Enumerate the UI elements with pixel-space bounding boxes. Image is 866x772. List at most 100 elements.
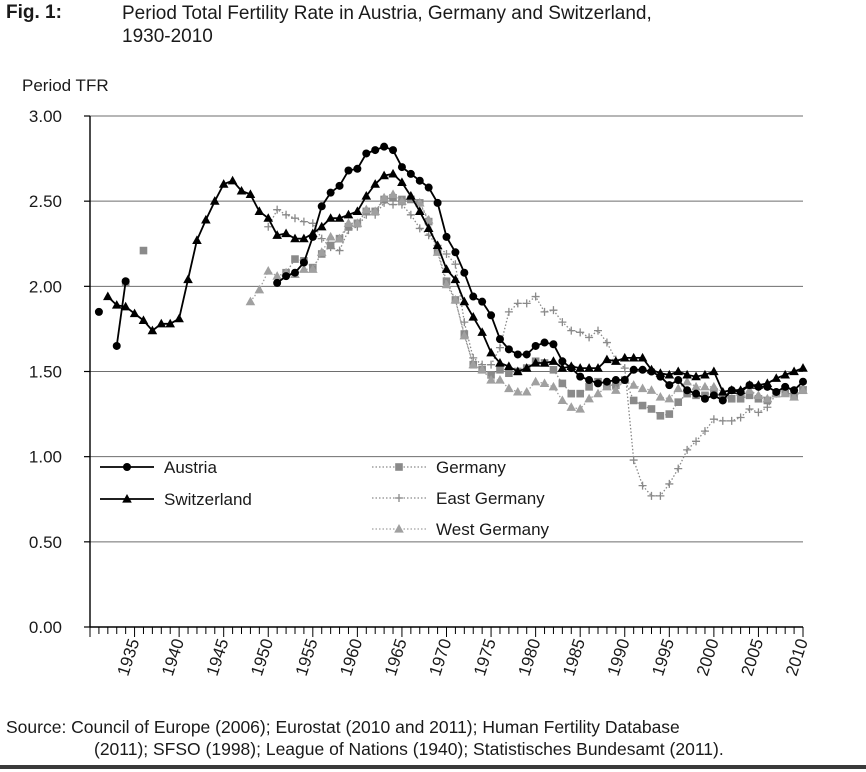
data-point bbox=[602, 377, 611, 386]
data-point bbox=[531, 341, 540, 350]
data-point bbox=[282, 272, 291, 281]
x-tick-label: 1945 bbox=[203, 636, 233, 678]
data-point bbox=[469, 292, 478, 301]
data-point bbox=[272, 271, 282, 280]
x-tick-label: 1955 bbox=[292, 636, 322, 678]
data-point bbox=[540, 338, 549, 347]
data-point bbox=[665, 381, 674, 390]
legend-label: Switzerland bbox=[164, 490, 252, 509]
data-point bbox=[495, 335, 504, 344]
data-point bbox=[120, 301, 131, 311]
data-point bbox=[549, 340, 558, 349]
data-point bbox=[317, 234, 326, 243]
data-point bbox=[254, 206, 265, 215]
legend-label: Austria bbox=[164, 458, 217, 477]
y-tick-label: 0.00 bbox=[29, 618, 62, 637]
data-point bbox=[496, 365, 504, 374]
data-point bbox=[361, 191, 372, 200]
data-point bbox=[263, 266, 274, 275]
data-point bbox=[744, 385, 755, 394]
data-point bbox=[335, 246, 344, 255]
data-point bbox=[576, 389, 584, 398]
data-point bbox=[227, 175, 238, 185]
data-point bbox=[753, 380, 764, 389]
data-point bbox=[790, 386, 799, 395]
data-point bbox=[406, 191, 416, 200]
x-tick-label: 1935 bbox=[114, 636, 144, 678]
data-point bbox=[656, 411, 665, 420]
data-point bbox=[709, 391, 718, 400]
data-point bbox=[629, 365, 638, 374]
data-point bbox=[370, 179, 380, 188]
data-point bbox=[619, 352, 630, 362]
data-point bbox=[450, 294, 461, 304]
data-point bbox=[628, 352, 639, 362]
data-point bbox=[638, 401, 647, 410]
data-point bbox=[442, 232, 451, 241]
data-point bbox=[566, 361, 577, 370]
data-point bbox=[548, 381, 559, 391]
data-point bbox=[290, 233, 300, 243]
data-point bbox=[665, 410, 674, 418]
tfr-line-chart: 0.00 0.50 1.00 1.50 2.00 2.50 3.00 1935 1940 1945… bbox=[29, 107, 812, 678]
y-tick-label: 0.50 bbox=[29, 533, 62, 552]
data-point bbox=[139, 246, 148, 255]
data-point bbox=[423, 214, 434, 224]
source-note: Source: Council of Europe (2006); Eurost… bbox=[6, 716, 862, 760]
data-point bbox=[575, 403, 585, 413]
data-point bbox=[558, 318, 567, 327]
data-point bbox=[317, 202, 326, 211]
data-point bbox=[129, 308, 140, 318]
data-point bbox=[763, 403, 772, 412]
data-point bbox=[744, 380, 755, 389]
data-point bbox=[771, 373, 782, 382]
x-tick-label: 1960 bbox=[336, 636, 366, 678]
data-point bbox=[122, 494, 132, 503]
data-point bbox=[263, 213, 274, 222]
series-switzerland bbox=[103, 168, 808, 396]
data-point bbox=[584, 393, 594, 403]
figure-label: Fig. 1: bbox=[6, 2, 62, 23]
data-point bbox=[558, 379, 567, 388]
data-point bbox=[557, 395, 568, 405]
data-point bbox=[245, 296, 256, 306]
data-point bbox=[415, 224, 424, 233]
data-point bbox=[521, 386, 532, 396]
data-point bbox=[584, 363, 594, 372]
data-point bbox=[326, 243, 335, 252]
data-point bbox=[121, 277, 130, 286]
data-point bbox=[611, 376, 620, 385]
data-point bbox=[299, 258, 308, 267]
data-point bbox=[718, 416, 727, 425]
data-point bbox=[380, 142, 389, 151]
data-point bbox=[123, 463, 131, 471]
data-point bbox=[495, 357, 505, 367]
data-point bbox=[735, 385, 746, 394]
data-point bbox=[745, 391, 754, 400]
data-point bbox=[451, 260, 460, 269]
series-line bbox=[115, 281, 127, 347]
data-point bbox=[218, 179, 229, 188]
data-point bbox=[513, 386, 523, 396]
data-point bbox=[325, 231, 336, 241]
data-point bbox=[486, 375, 496, 384]
data-point bbox=[673, 366, 684, 376]
data-point bbox=[566, 402, 577, 411]
legend-item: West Germany bbox=[372, 520, 550, 539]
data-point bbox=[505, 369, 513, 378]
data-point bbox=[754, 408, 763, 417]
data-point bbox=[344, 166, 353, 175]
legend: Austria Switzerland Germany East Germany Wes… bbox=[100, 458, 550, 539]
legend-label: East Germany bbox=[436, 489, 545, 508]
data-point bbox=[394, 524, 404, 533]
data-point bbox=[736, 413, 745, 422]
data-point bbox=[487, 360, 496, 369]
data-point bbox=[487, 371, 495, 379]
legend-item: Germany bbox=[372, 458, 506, 477]
data-point bbox=[798, 363, 808, 372]
data-point bbox=[395, 494, 403, 502]
data-point bbox=[772, 387, 781, 396]
data-point bbox=[762, 393, 773, 403]
data-point bbox=[683, 445, 692, 454]
data-point bbox=[664, 393, 675, 403]
